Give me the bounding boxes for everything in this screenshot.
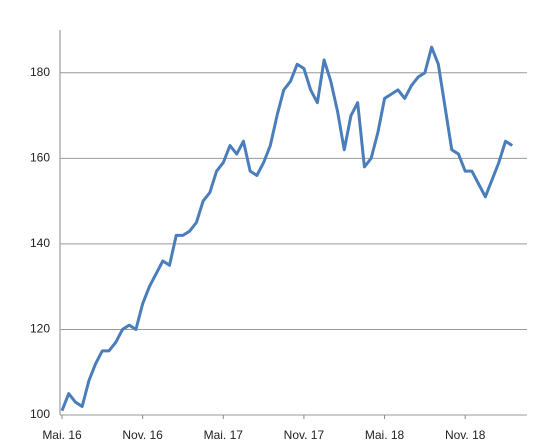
x-tick-label: Nov. 18 [445, 428, 486, 442]
y-tick-label: 160 [30, 151, 50, 165]
x-tick-label: Nov. 16 [122, 428, 163, 442]
x-tick-label: Mai. 17 [204, 428, 244, 442]
y-tick-label: 180 [30, 65, 50, 79]
x-tick-label: Nov. 17 [284, 428, 325, 442]
y-tick-label: 140 [30, 236, 50, 250]
x-tick-label: Mai. 16 [42, 428, 82, 442]
y-tick-label: 120 [30, 322, 50, 336]
x-tick-label: Mai. 18 [365, 428, 405, 442]
y-tick-label: 100 [30, 407, 50, 421]
series-line [60, 45, 514, 412]
